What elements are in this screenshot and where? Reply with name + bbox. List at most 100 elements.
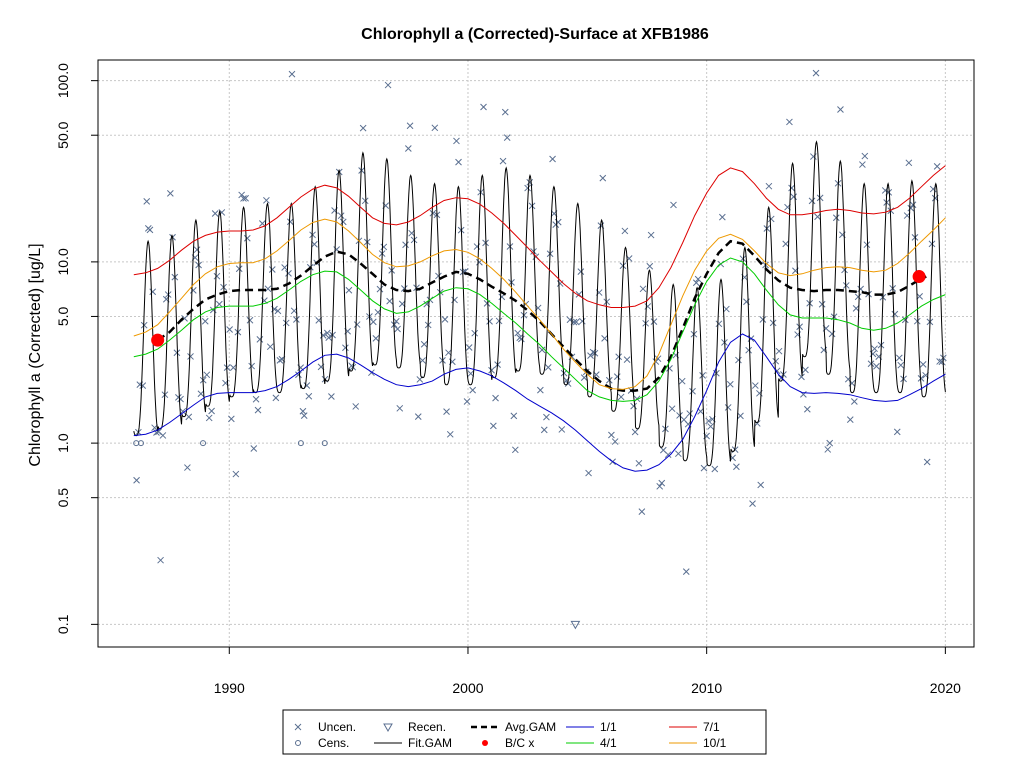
uncen-point-stroke bbox=[480, 103, 487, 111]
uncen-point-stroke bbox=[790, 193, 797, 201]
uncen-point-stroke bbox=[431, 124, 439, 132]
legend-label-bc: B/C x bbox=[505, 736, 534, 750]
uncen-point bbox=[718, 213, 726, 221]
uncen-point bbox=[873, 362, 880, 370]
uncen-point-stroke bbox=[733, 463, 740, 471]
x-axis: 1990 2000 2010 2020 bbox=[214, 647, 961, 696]
uncen-point bbox=[689, 387, 696, 395]
uncen-point bbox=[893, 428, 901, 436]
uncen-point bbox=[463, 398, 471, 405]
uncen-point-stroke bbox=[686, 410, 694, 417]
uncen-point bbox=[256, 336, 264, 343]
uncen-point bbox=[639, 285, 647, 293]
uncen-point-stroke bbox=[166, 189, 174, 197]
uncen-point-stroke bbox=[384, 81, 392, 89]
uncen-point bbox=[765, 182, 773, 190]
uncen-point bbox=[281, 264, 288, 271]
uncen-point-stroke bbox=[471, 329, 479, 337]
uncen-point-stroke bbox=[153, 429, 160, 436]
uncen-point bbox=[871, 345, 878, 353]
uncen-point bbox=[146, 226, 154, 234]
uncen-point-stroke bbox=[540, 426, 548, 434]
uncen-point bbox=[414, 413, 422, 421]
uncen-point-stroke bbox=[420, 340, 428, 348]
uncen-point bbox=[402, 241, 409, 249]
uncen-point-stroke bbox=[635, 459, 643, 467]
uncen-point bbox=[193, 246, 201, 254]
uncen-point-stroke bbox=[837, 106, 844, 113]
uncen-point-stroke bbox=[352, 403, 360, 410]
uncen-point bbox=[396, 404, 404, 412]
uncen-point-stroke bbox=[386, 297, 393, 305]
uncen-point-stroke bbox=[841, 266, 848, 274]
uncen-point bbox=[617, 393, 625, 401]
uncen-point-stroke bbox=[938, 358, 946, 366]
uncen-point bbox=[311, 240, 318, 248]
y-axis: 0.1 0.5 1.0 5.0 10.0 50.0 100.0 bbox=[55, 63, 98, 634]
uncen-point bbox=[901, 316, 909, 324]
uncen-point bbox=[293, 316, 300, 323]
uncen-point-stroke bbox=[325, 334, 333, 341]
uncen-point-stroke bbox=[492, 394, 499, 402]
uncen-point-stroke bbox=[155, 428, 162, 436]
uncen-point bbox=[201, 317, 209, 325]
uncen-point-stroke bbox=[157, 556, 164, 564]
uncen-point bbox=[733, 463, 740, 471]
uncen-point bbox=[668, 405, 676, 413]
uncen-point bbox=[938, 358, 946, 366]
uncen-point bbox=[832, 214, 840, 222]
x-tick-label: 2000 bbox=[452, 680, 483, 696]
uncen-point bbox=[246, 316, 254, 324]
uncen-point bbox=[429, 209, 437, 217]
uncen-point bbox=[274, 307, 282, 315]
uncen-point-stroke bbox=[524, 184, 531, 192]
y-tick-label: 100.0 bbox=[55, 63, 71, 98]
uncen-point-stroke bbox=[490, 422, 497, 430]
uncen-point bbox=[386, 297, 393, 305]
legend-label-q1: 1/1 bbox=[600, 720, 617, 734]
uncen-point bbox=[495, 317, 503, 325]
y-tick-label: 5.0 bbox=[55, 307, 71, 327]
uncen-point-stroke bbox=[808, 197, 816, 205]
uncen-point bbox=[647, 231, 655, 239]
uncen-point-stroke bbox=[578, 317, 586, 325]
uncen-point-stroke bbox=[465, 344, 473, 351]
uncen-point-stroke bbox=[243, 234, 251, 242]
uncen-point bbox=[143, 197, 151, 205]
uncen-point-stroke bbox=[337, 212, 345, 220]
uncen-point-stroke bbox=[933, 163, 941, 170]
bc-point bbox=[151, 333, 165, 347]
chart-title: Chlorophyll a (Corrected)-Surface at XFB… bbox=[361, 26, 709, 43]
uncen-point-stroke bbox=[812, 69, 820, 77]
uncen-point bbox=[139, 382, 147, 389]
uncen-point bbox=[511, 446, 519, 454]
cens-point bbox=[321, 440, 328, 447]
uncen-point bbox=[133, 476, 140, 484]
uncen-point bbox=[891, 310, 899, 318]
series-lines bbox=[133, 140, 946, 472]
uncen-point bbox=[272, 394, 280, 402]
uncen-point bbox=[339, 218, 347, 226]
uncen-point-stroke bbox=[707, 423, 714, 430]
uncen-point-stroke bbox=[319, 332, 327, 339]
uncen-point-stroke bbox=[919, 361, 927, 368]
uncen-point bbox=[441, 315, 449, 323]
uncen-point bbox=[248, 362, 256, 370]
uncen-point-stroke bbox=[617, 393, 625, 401]
uncen-point-stroke bbox=[499, 157, 507, 165]
uncen-point-stroke bbox=[859, 161, 866, 168]
uncen-point-stroke bbox=[187, 353, 194, 360]
uncen-point-stroke bbox=[288, 70, 296, 78]
uncen-point-stroke bbox=[345, 286, 353, 294]
uncen-point-stroke bbox=[359, 124, 367, 132]
uncen-point-stroke bbox=[511, 446, 519, 454]
uncen-point bbox=[556, 280, 564, 287]
legend-symbol-uncen bbox=[294, 723, 302, 731]
uncen-point-stroke bbox=[252, 395, 260, 403]
uncen-point bbox=[173, 349, 181, 357]
uncen-point-stroke bbox=[282, 319, 290, 327]
uncen-point bbox=[361, 197, 369, 205]
legend: Uncen. Recen. Avg.GAM 1/1 7/1 Cens. Fit.GAM B/C… bbox=[282, 709, 767, 755]
uncen-point bbox=[517, 335, 525, 343]
uncen-point bbox=[786, 118, 793, 126]
